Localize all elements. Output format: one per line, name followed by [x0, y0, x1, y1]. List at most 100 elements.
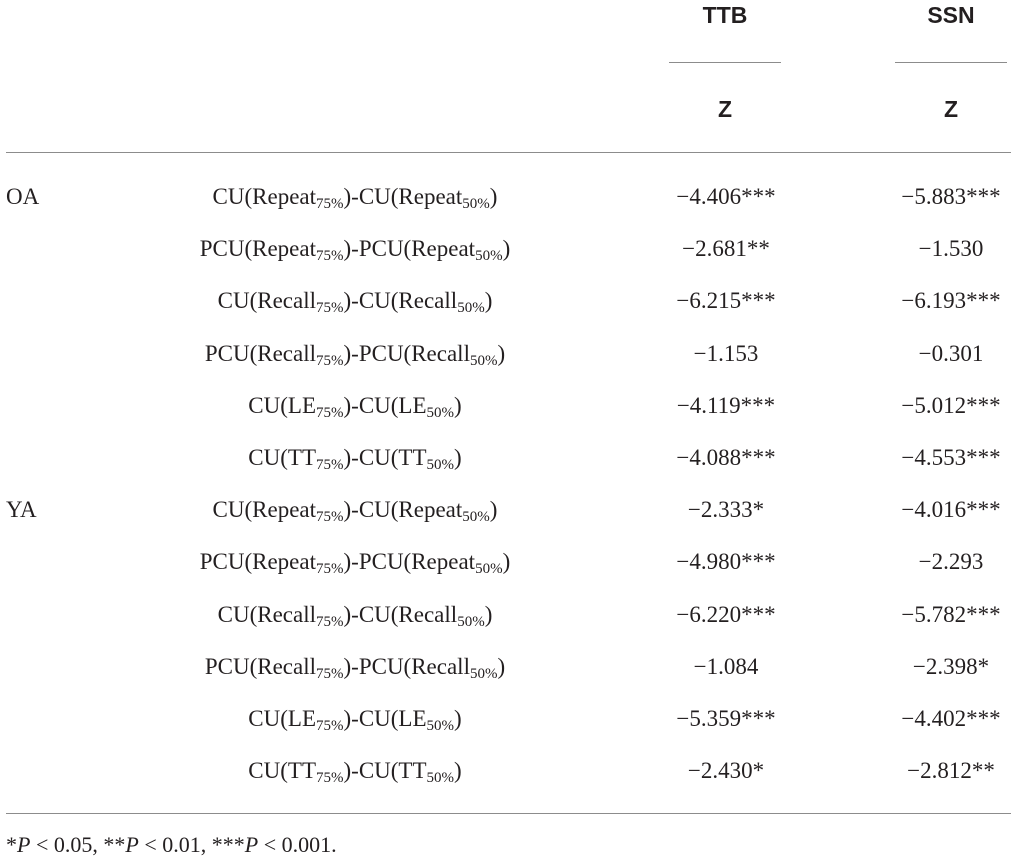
column-header-ttb-rule	[669, 62, 781, 63]
comparison-text: )	[454, 445, 462, 470]
comparison-text: )-CU(Recall	[343, 601, 458, 627]
comparison-text: )-CU(Repeat	[343, 184, 463, 209]
comparison-text: CU(Repeat	[212, 497, 316, 523]
table-row: YA CU(Repeat75%)-CU(Repeat50%) −2.333* −4.0…	[0, 484, 1017, 536]
ssn-z-value: −4.402***	[901, 706, 1001, 731]
comparison-subscript: 50%	[469, 665, 498, 682]
comparison-text: )	[454, 392, 462, 418]
comparison-subscript: 75%	[316, 300, 344, 317]
ttb-z-value: −5.359***	[676, 706, 776, 731]
ssn-z-value: −4.553***	[901, 445, 1001, 470]
comparison-text: )	[489, 184, 498, 209]
ttb-z-value: −4.088***	[676, 445, 776, 470]
comparison-subscript: 50%	[475, 561, 503, 578]
comparison-text: )-CU(Recall	[343, 288, 458, 314]
ssn-z-value: −5.782***	[901, 601, 1001, 627]
ssn-z-value: −6.193***	[901, 288, 1001, 314]
comparison-text: )	[497, 653, 506, 679]
ssn-z-value: −1.530	[918, 236, 984, 262]
comparison-label: CU(Recall75%)-CU(Recall50%)	[120, 589, 590, 641]
comparison-text: PCU(Repeat	[199, 236, 316, 262]
comparison-text: )-PCU(Recall	[343, 653, 470, 679]
comparison-text: PCU(Recall	[204, 340, 316, 366]
comparison-text: CU(TT	[248, 758, 316, 784]
comparison-text: )	[454, 706, 462, 731]
table-row: PCU(Repeat75%)-PCU(Repeat50%) −2.681** −1.…	[0, 223, 1017, 275]
comparison-label: PCU(Recall75%)-PCU(Recall50%)	[120, 641, 590, 693]
comparison-text: )	[497, 340, 506, 366]
comparison-label: CU(TT75%)-CU(TT50%)	[120, 432, 590, 484]
comparison-subscript: 75%	[316, 665, 344, 682]
table-row: PCU(Recall75%)-PCU(Recall50%) −1.084 −2.39…	[0, 641, 1017, 693]
table-row: PCU(Recall75%)-PCU(Recall50%) −1.153 −0.30…	[0, 328, 1017, 380]
comparison-text: CU(Recall	[217, 601, 316, 627]
ttb-z-value: −4.980***	[676, 549, 776, 575]
comparison-subscript: 50%	[426, 718, 455, 734]
comparison-subscript: 50%	[457, 613, 485, 630]
table-row: CU(LE75%)-CU(LE50%) −5.359*** −4.402***	[0, 693, 1017, 745]
comparison-label: PCU(Recall75%)-PCU(Recall50%)	[120, 328, 590, 380]
comparison-subscript: 50%	[475, 248, 503, 265]
comparison-subscript: 50%	[462, 196, 490, 212]
comparison-text: )-CU(LE	[343, 706, 427, 731]
comparison-text: CU(LE	[248, 392, 316, 418]
ssn-z-value: −5.012***	[901, 392, 1001, 418]
comparison-subscript: 75%	[316, 770, 344, 787]
significance-footnote: *P < 0.05, **P < 0.01, ***P < 0.001.	[6, 832, 337, 858]
comparison-subscript: 50%	[426, 404, 455, 421]
footnote-p: P	[244, 832, 259, 857]
comparison-label: CU(LE75%)-CU(LE50%)	[120, 693, 590, 745]
comparison-subscript: 75%	[316, 509, 344, 526]
table-row: PCU(Repeat75%)-PCU(Repeat50%) −4.980*** −2…	[0, 536, 1017, 588]
ttb-z-value: −2.333*	[687, 497, 765, 523]
table-row: CU(TT75%)-CU(TT50%) −4.088*** −4.553***	[0, 432, 1017, 484]
table-row: OA CU(Repeat75%)-CU(Repeat50%) −4.406*** −5…	[0, 171, 1017, 223]
table-row: CU(Recall75%)-CU(Recall50%) −6.220*** −5.7…	[0, 589, 1017, 641]
footnote-text: < 0.01, ***	[138, 832, 245, 857]
comparison-subscript: 75%	[316, 404, 344, 421]
comparison-label: PCU(Repeat75%)-PCU(Repeat50%)	[120, 223, 590, 275]
table-row: CU(LE75%)-CU(LE50%) −4.119*** −5.012***	[0, 380, 1017, 432]
ssn-z-value: −5.883***	[901, 184, 1001, 209]
comparison-subscript: 50%	[469, 352, 498, 369]
comparison-subscript: 75%	[316, 196, 344, 212]
comparison-subscript: 50%	[457, 300, 485, 317]
group-label: OA	[6, 184, 40, 209]
comparison-text: )	[454, 758, 462, 784]
comparison-subscript: 75%	[316, 561, 344, 578]
comparison-text: )-CU(LE	[343, 392, 427, 418]
comparison-text: )-CU(Repeat	[343, 497, 463, 523]
comparison-text: )-PCU(Repeat	[343, 236, 476, 262]
comparison-text: PCU(Recall	[204, 653, 316, 679]
ssn-z-value: −4.016***	[901, 497, 1001, 523]
comparison-label: CU(Repeat75%)-CU(Repeat50%)	[120, 171, 590, 223]
column-header-ttb: TTB	[702, 2, 748, 28]
footnote-star: *	[6, 832, 17, 857]
comparison-subscript: 75%	[316, 457, 344, 473]
group-label: YA	[6, 497, 37, 523]
column-header-ssn-rule	[895, 62, 1007, 63]
ttb-z-value: −2.430*	[687, 758, 765, 784]
ssn-z-value: −2.812**	[907, 758, 995, 784]
comparison-text: )-PCU(Repeat	[343, 549, 476, 575]
comparison-text: CU(TT	[248, 445, 316, 470]
column-header-ssn: SSN	[927, 2, 975, 28]
comparison-text: )	[502, 236, 511, 262]
ssn-z-value: −0.301	[918, 340, 984, 366]
comparison-label: CU(LE75%)-CU(LE50%)	[120, 380, 590, 432]
comparison-text: )-CU(TT	[343, 758, 427, 784]
comparison-text: )	[484, 288, 493, 314]
bottom-rule	[6, 813, 1011, 814]
comparison-subscript: 50%	[426, 457, 455, 473]
comparison-subscript: 75%	[316, 248, 344, 265]
comparison-subscript: 75%	[316, 352, 344, 369]
ttb-z-value: −6.220***	[676, 601, 776, 627]
comparison-text: )	[484, 601, 493, 627]
ttb-z-value: −4.119***	[676, 392, 776, 418]
comparison-text: CU(Repeat	[212, 184, 316, 209]
header-rule	[6, 152, 1011, 153]
ttb-z-value: −4.406***	[676, 184, 776, 209]
comparison-text: )-PCU(Recall	[343, 340, 470, 366]
column-subheader-ttb-z: Z	[717, 96, 733, 122]
column-subheader-ssn-z: Z	[943, 96, 959, 122]
